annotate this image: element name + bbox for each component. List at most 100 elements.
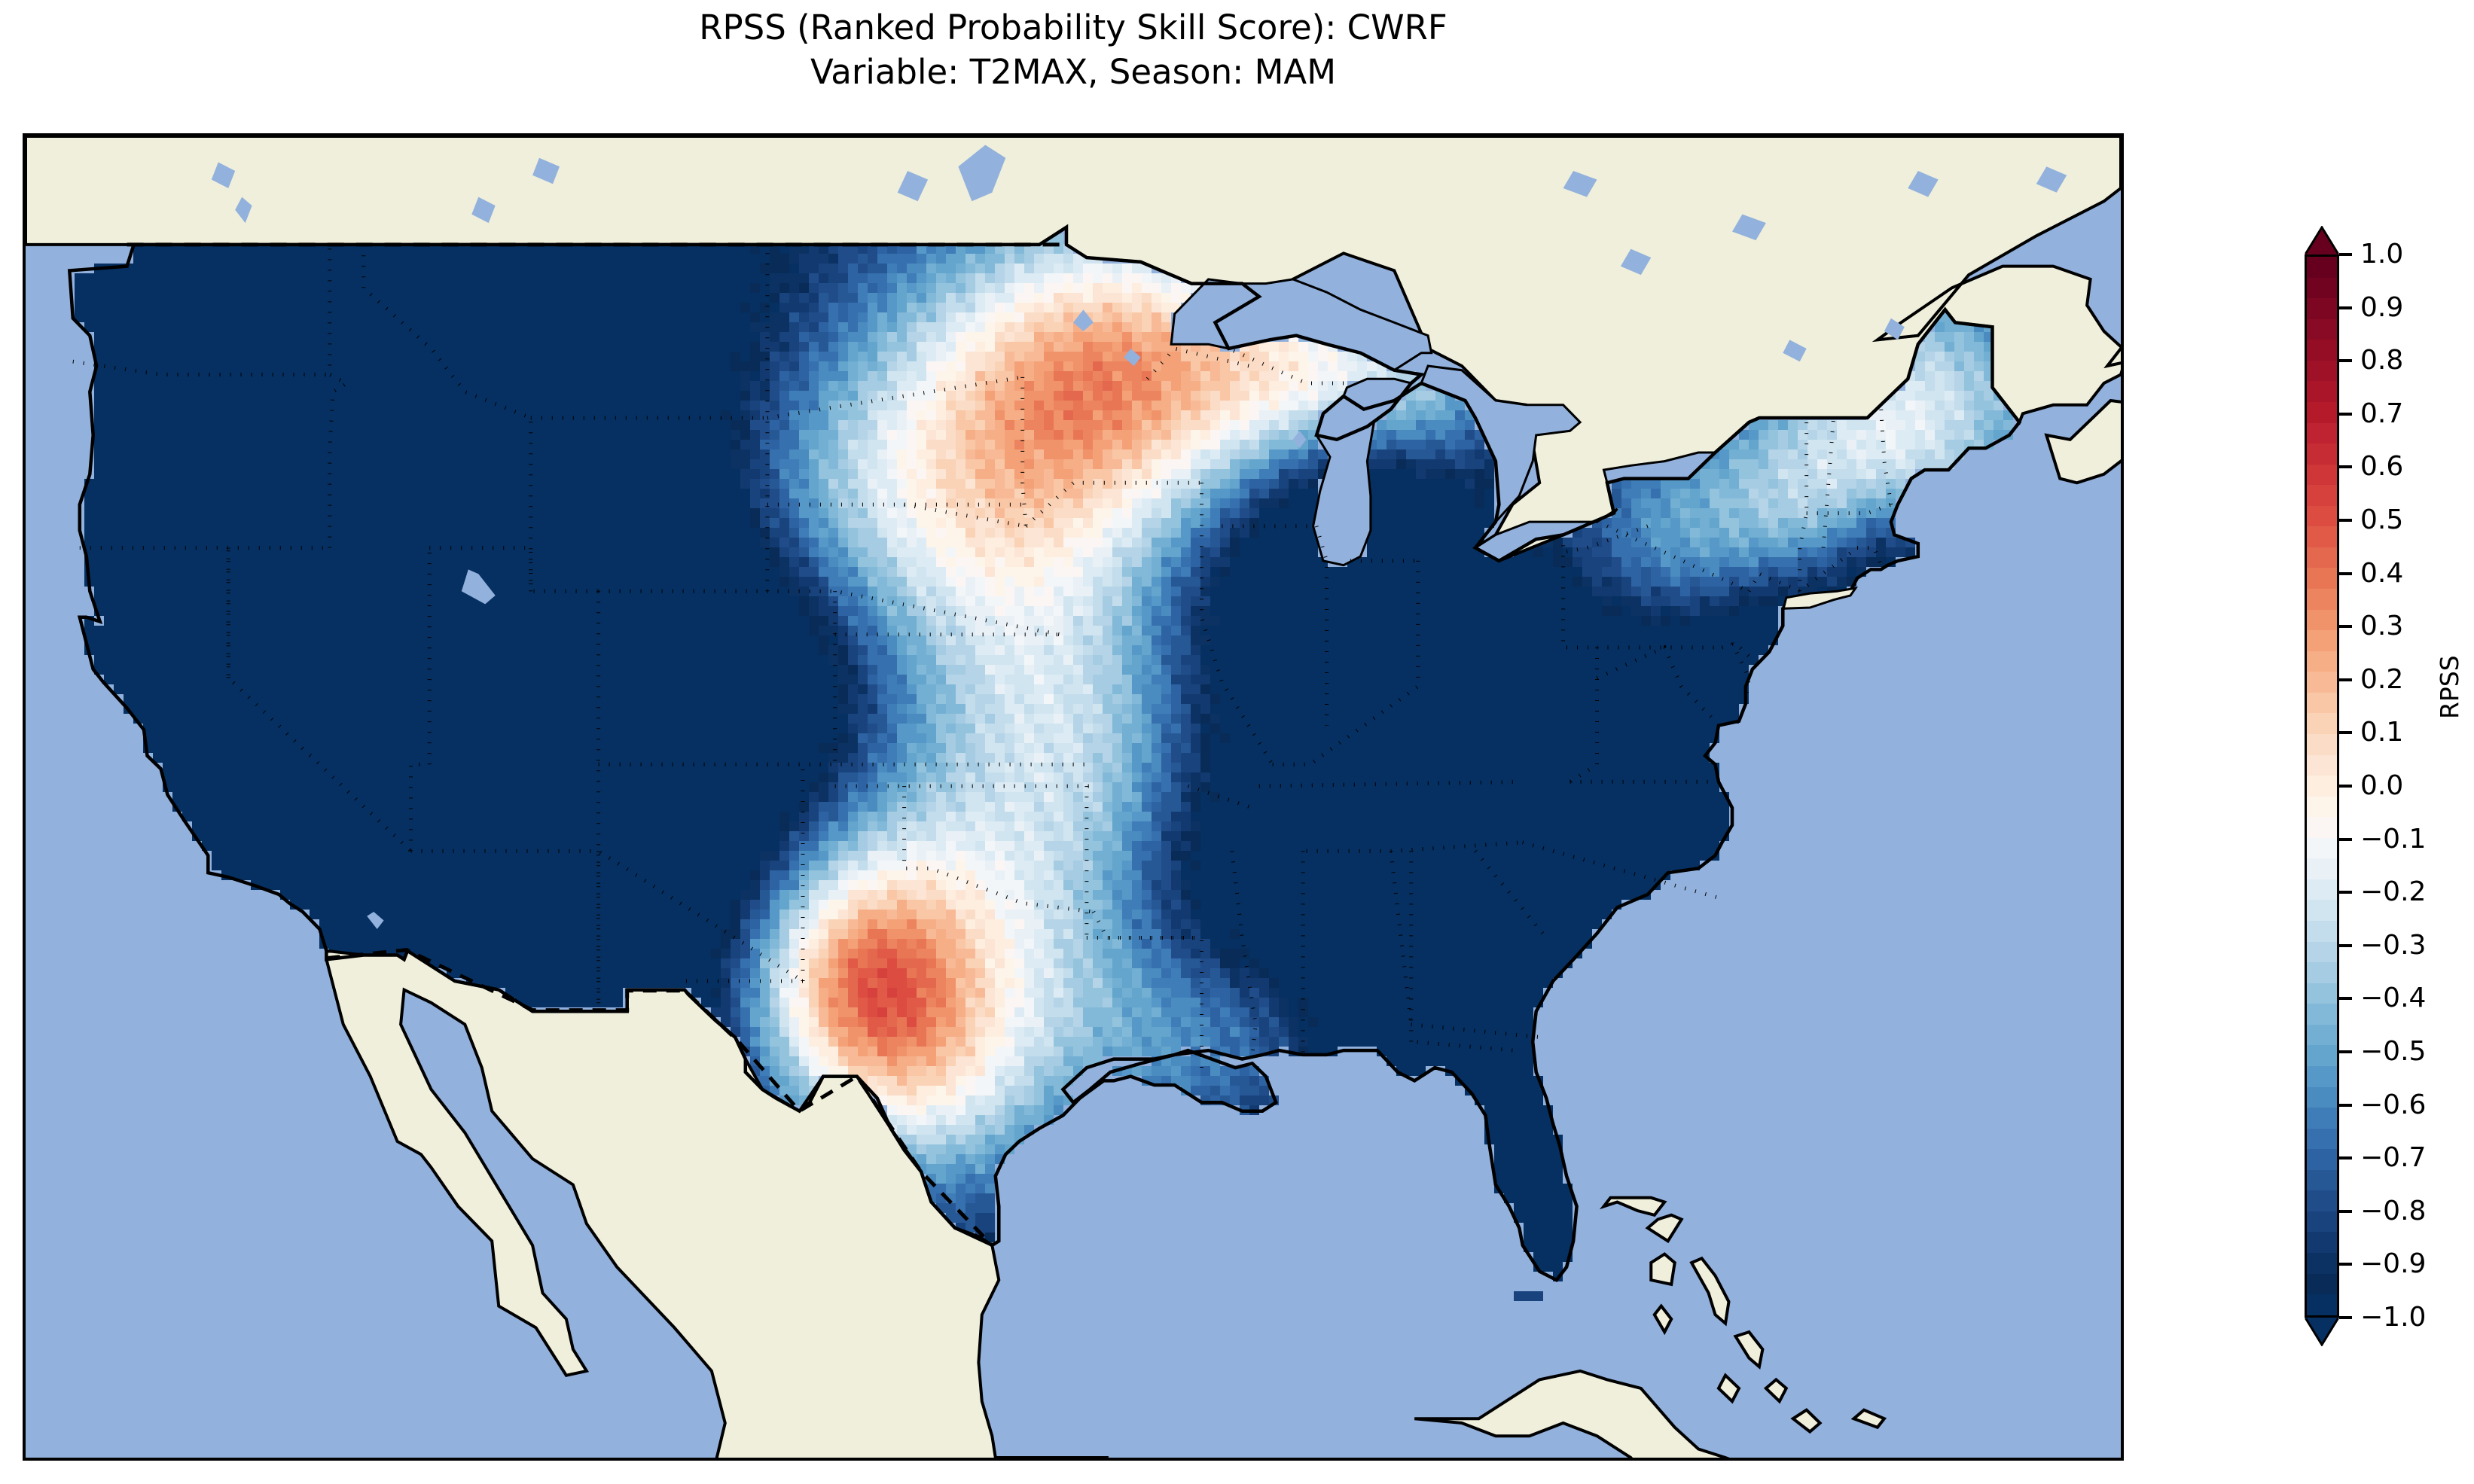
colorbar-tick-label: 0.3: [2360, 611, 2404, 642]
colorbar-tick-label: 0.7: [2360, 398, 2404, 429]
colorbar-swatch: [2307, 422, 2337, 444]
colorbar-tick-mark: [2339, 1209, 2352, 1213]
colorbar-swatch: [2307, 921, 2337, 942]
colorbar-tick-mark: [2339, 465, 2352, 469]
colorbar-swatch: [2307, 651, 2337, 672]
inland-lake: [1620, 248, 1652, 276]
bahamas-island: [1645, 1213, 1684, 1244]
colorbar-tick-mark: [2339, 571, 2352, 575]
colorbar-swatch: [2307, 485, 2337, 506]
state-border: [1596, 644, 1717, 723]
state-border: [1230, 851, 1258, 1056]
colorbar-swatch: [2307, 547, 2337, 568]
colorbar-swatch: [2307, 401, 2337, 423]
colorbar-tick-label: 0.2: [2360, 663, 2404, 695]
colorbar-swatch: [2307, 817, 2337, 838]
colorbar-tick-label: 0.6: [2360, 451, 2404, 483]
state-border: [361, 244, 533, 592]
colorbar-swatch: [2307, 1273, 2337, 1295]
inland-lake: [958, 145, 1006, 202]
colorbar-gradient-band: [2305, 254, 2339, 1318]
state-border: [410, 849, 804, 983]
colorbar-swatch: [2307, 796, 2337, 818]
colorbar-swatch: [2307, 1253, 2337, 1274]
colorbar-tick-label: 0.0: [2360, 770, 2404, 801]
inland-lake: [1563, 171, 1597, 197]
colorbar-tick-label: −0.1: [2360, 823, 2427, 855]
colorbar-tick-mark: [2339, 519, 2352, 522]
figure-title: RPSS (Ranked Probability Skill Score): C…: [0, 6, 2146, 94]
map-axes: [23, 133, 2124, 1461]
colorbar-tick-label: −0.5: [2360, 1036, 2427, 1067]
bahamas-island: [1652, 1303, 1673, 1336]
colorbar-swatch: [2307, 776, 2337, 797]
colorbar-tick-label: −0.7: [2360, 1142, 2427, 1174]
canada-landmass: [26, 136, 2121, 563]
colorbar-swatch: [2307, 1004, 2337, 1025]
colorbar-swatch: [2307, 277, 2337, 299]
state-border: [72, 359, 330, 376]
colorbar-tick-label: 0.5: [2360, 504, 2404, 535]
colorbar-tick-mark: [2339, 785, 2352, 788]
bahamas-island: [1599, 1196, 1667, 1217]
title-line-primary: RPSS (Ranked Probability Skill Score): C…: [699, 8, 1447, 47]
colorbar-over-arrow-outline: [2305, 226, 2339, 254]
colorbar-swatch: [2307, 713, 2337, 734]
colorbar-tick-label: 0.4: [2360, 557, 2404, 589]
colorbar-tick-mark: [2339, 678, 2352, 681]
colorbar-swatch: [2307, 443, 2337, 465]
colorbar-swatch: [2307, 298, 2337, 319]
colorbar-tick-mark: [2339, 253, 2352, 256]
colorbar-swatch: [2307, 983, 2337, 1004]
colorbar-tick-mark: [2339, 306, 2352, 309]
colorbar-tick-label: −0.4: [2360, 983, 2427, 1014]
colorbar-tick-mark: [2339, 1103, 2352, 1107]
colorbar-swatch: [2307, 1190, 2337, 1211]
colorbar-swatch: [2307, 837, 2337, 859]
state-border: [1258, 779, 1523, 788]
state-border: [1857, 546, 1883, 566]
colorbar-swatch: [2307, 257, 2337, 278]
map-plot-area: [26, 136, 2121, 1458]
state-border: [1306, 840, 1523, 853]
colorbar-swatch: [2307, 962, 2337, 983]
colorbar-tick-mark: [2339, 837, 2352, 841]
colorbar-tick-label: −0.9: [2360, 1248, 2427, 1280]
inland-lake: [1884, 318, 1905, 340]
state-border: [1878, 404, 1893, 505]
colorbar-tick-mark: [2339, 1156, 2352, 1160]
us-mexico-border: [326, 948, 994, 1247]
us-coastline: [67, 224, 2022, 1282]
colorbar-swatch: [2307, 1149, 2337, 1170]
colorbar-swatch: [2307, 1065, 2337, 1087]
colorbar-swatch: [2307, 1294, 2337, 1315]
colorbar-swatch: [2307, 464, 2337, 486]
colorbar-swatch: [2307, 1045, 2337, 1066]
inland-lake: [1732, 214, 1766, 241]
cuba-landmass: [1414, 1369, 1730, 1458]
colorbar-under-arrow: [2305, 1318, 2339, 1346]
state-border: [226, 547, 413, 853]
colorbar-axis-label: RPSS: [2435, 655, 2464, 719]
inland-lake: [1124, 349, 1141, 366]
colorbar-tick-mark: [2339, 1263, 2352, 1266]
state-border: [1024, 480, 1202, 528]
bahamas-island: [1733, 1330, 1765, 1370]
bahamas-island: [1689, 1256, 1731, 1327]
inland-lake: [1292, 431, 1307, 449]
colorbar-swatch: [2307, 1128, 2337, 1150]
bahamas-island: [1716, 1373, 1741, 1404]
colorbar-swatch: [2307, 672, 2337, 693]
inland-lake: [211, 162, 236, 188]
state-border: [1020, 376, 1028, 527]
colorbar-tick-label: −0.3: [2360, 929, 2427, 961]
colorbar-swatch: [2307, 1211, 2337, 1233]
colorbar-tick-label: 0.8: [2360, 345, 2404, 376]
long-island-outline: [1782, 587, 1859, 610]
colorbar-tick-label: −0.8: [2360, 1195, 2427, 1227]
state-border: [429, 546, 599, 593]
state-border: [1474, 849, 1548, 940]
state-border: [1414, 1040, 1513, 1053]
colorbar-swatch: [2307, 1086, 2337, 1108]
